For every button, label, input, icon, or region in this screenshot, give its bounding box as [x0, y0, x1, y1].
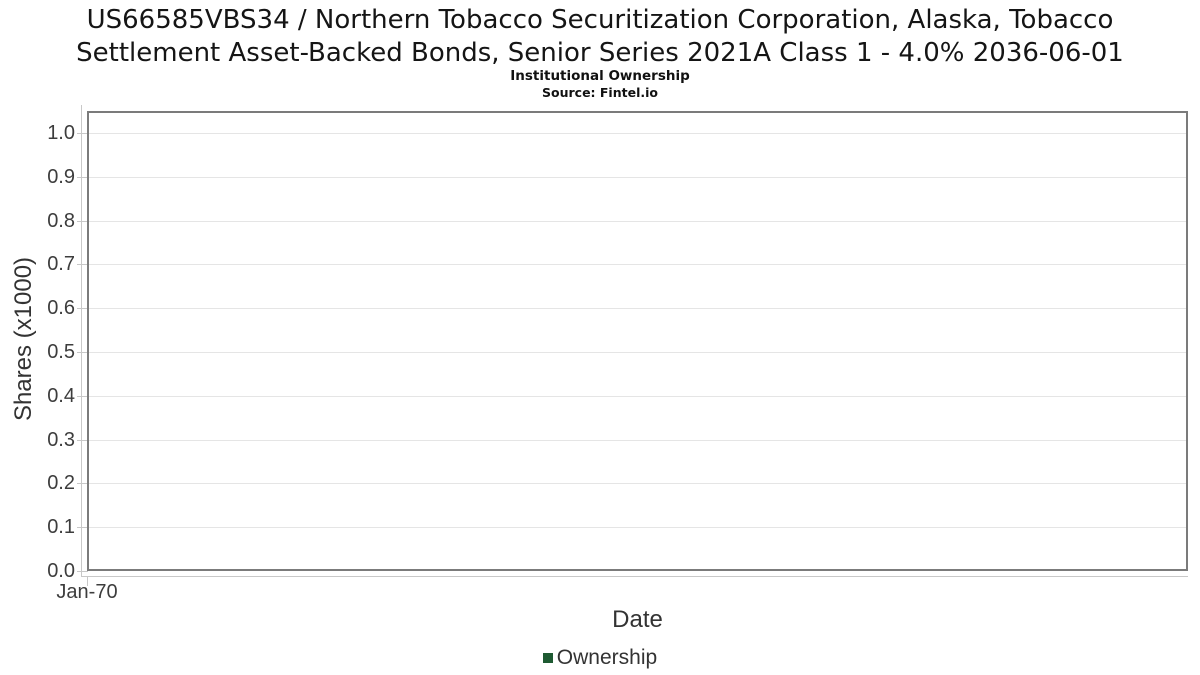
y-tick-mark: [77, 439, 88, 441]
chart-subtitle: Institutional Ownership: [510, 68, 690, 84]
gridline: [89, 483, 1186, 485]
gridline: [89, 220, 1186, 222]
chart-title-line: Settlement Asset-Backed Bonds, Senior Se…: [76, 38, 1124, 68]
y-tick-label: 0.1: [47, 516, 75, 539]
ownership-legend-marker: [542, 653, 553, 663]
plot-area: [87, 111, 1188, 571]
gridline: [89, 133, 1186, 134]
chart-title: US66585VBS34 / Northern Tobacco Securiti…: [0, 4, 1200, 70]
x-axis-line: [81, 576, 1188, 577]
legend-item: Ownership: [542, 646, 658, 670]
y-tick-mark: [77, 308, 88, 310]
y-tick-mark: [77, 395, 88, 397]
gridline: [89, 176, 1186, 178]
y-tick-label: 0.2: [47, 472, 75, 495]
y-tick-label: 0.4: [47, 384, 75, 407]
legend: Ownership: [0, 645, 1200, 671]
gridline: [89, 352, 1186, 353]
y-tick-mark: [77, 527, 88, 529]
gridline: [89, 439, 1186, 441]
x-axis-title: Date: [612, 606, 663, 633]
y-tick-mark: [77, 483, 88, 485]
ownership-legend-label: Ownership: [556, 646, 658, 669]
y-tick-mark: [77, 352, 88, 353]
x-tick-label: Jan-70: [56, 581, 118, 603]
y-tick-mark: [77, 264, 88, 266]
y-tick-mark: [77, 176, 88, 178]
y-tick-label: 0.6: [47, 297, 75, 320]
x-tick-mark: [87, 577, 88, 586]
y-tick-mark: [77, 571, 88, 572]
gridline: [89, 264, 1186, 266]
gridline: [89, 527, 1186, 529]
chart-source-label: Source: Fintel.io: [542, 85, 658, 100]
y-tick-label: 0.5: [47, 341, 75, 363]
y-tick-label: 1.0: [47, 122, 75, 144]
gridline: [89, 395, 1186, 397]
y-tick-label: 0.0: [47, 560, 75, 582]
y-tick-label: 0.9: [47, 165, 75, 188]
y-tick-label: 0.8: [47, 209, 75, 232]
y-tick-label: 0.3: [47, 428, 75, 451]
gridline: [89, 308, 1186, 310]
chart-title-line: US66585VBS34 / Northern Tobacco Securiti…: [86, 5, 1114, 35]
y-tick-mark: [77, 220, 88, 222]
y-tick-label: 0.7: [47, 253, 75, 276]
y-tick-mark: [77, 133, 88, 134]
y-axis-line: [81, 105, 82, 577]
